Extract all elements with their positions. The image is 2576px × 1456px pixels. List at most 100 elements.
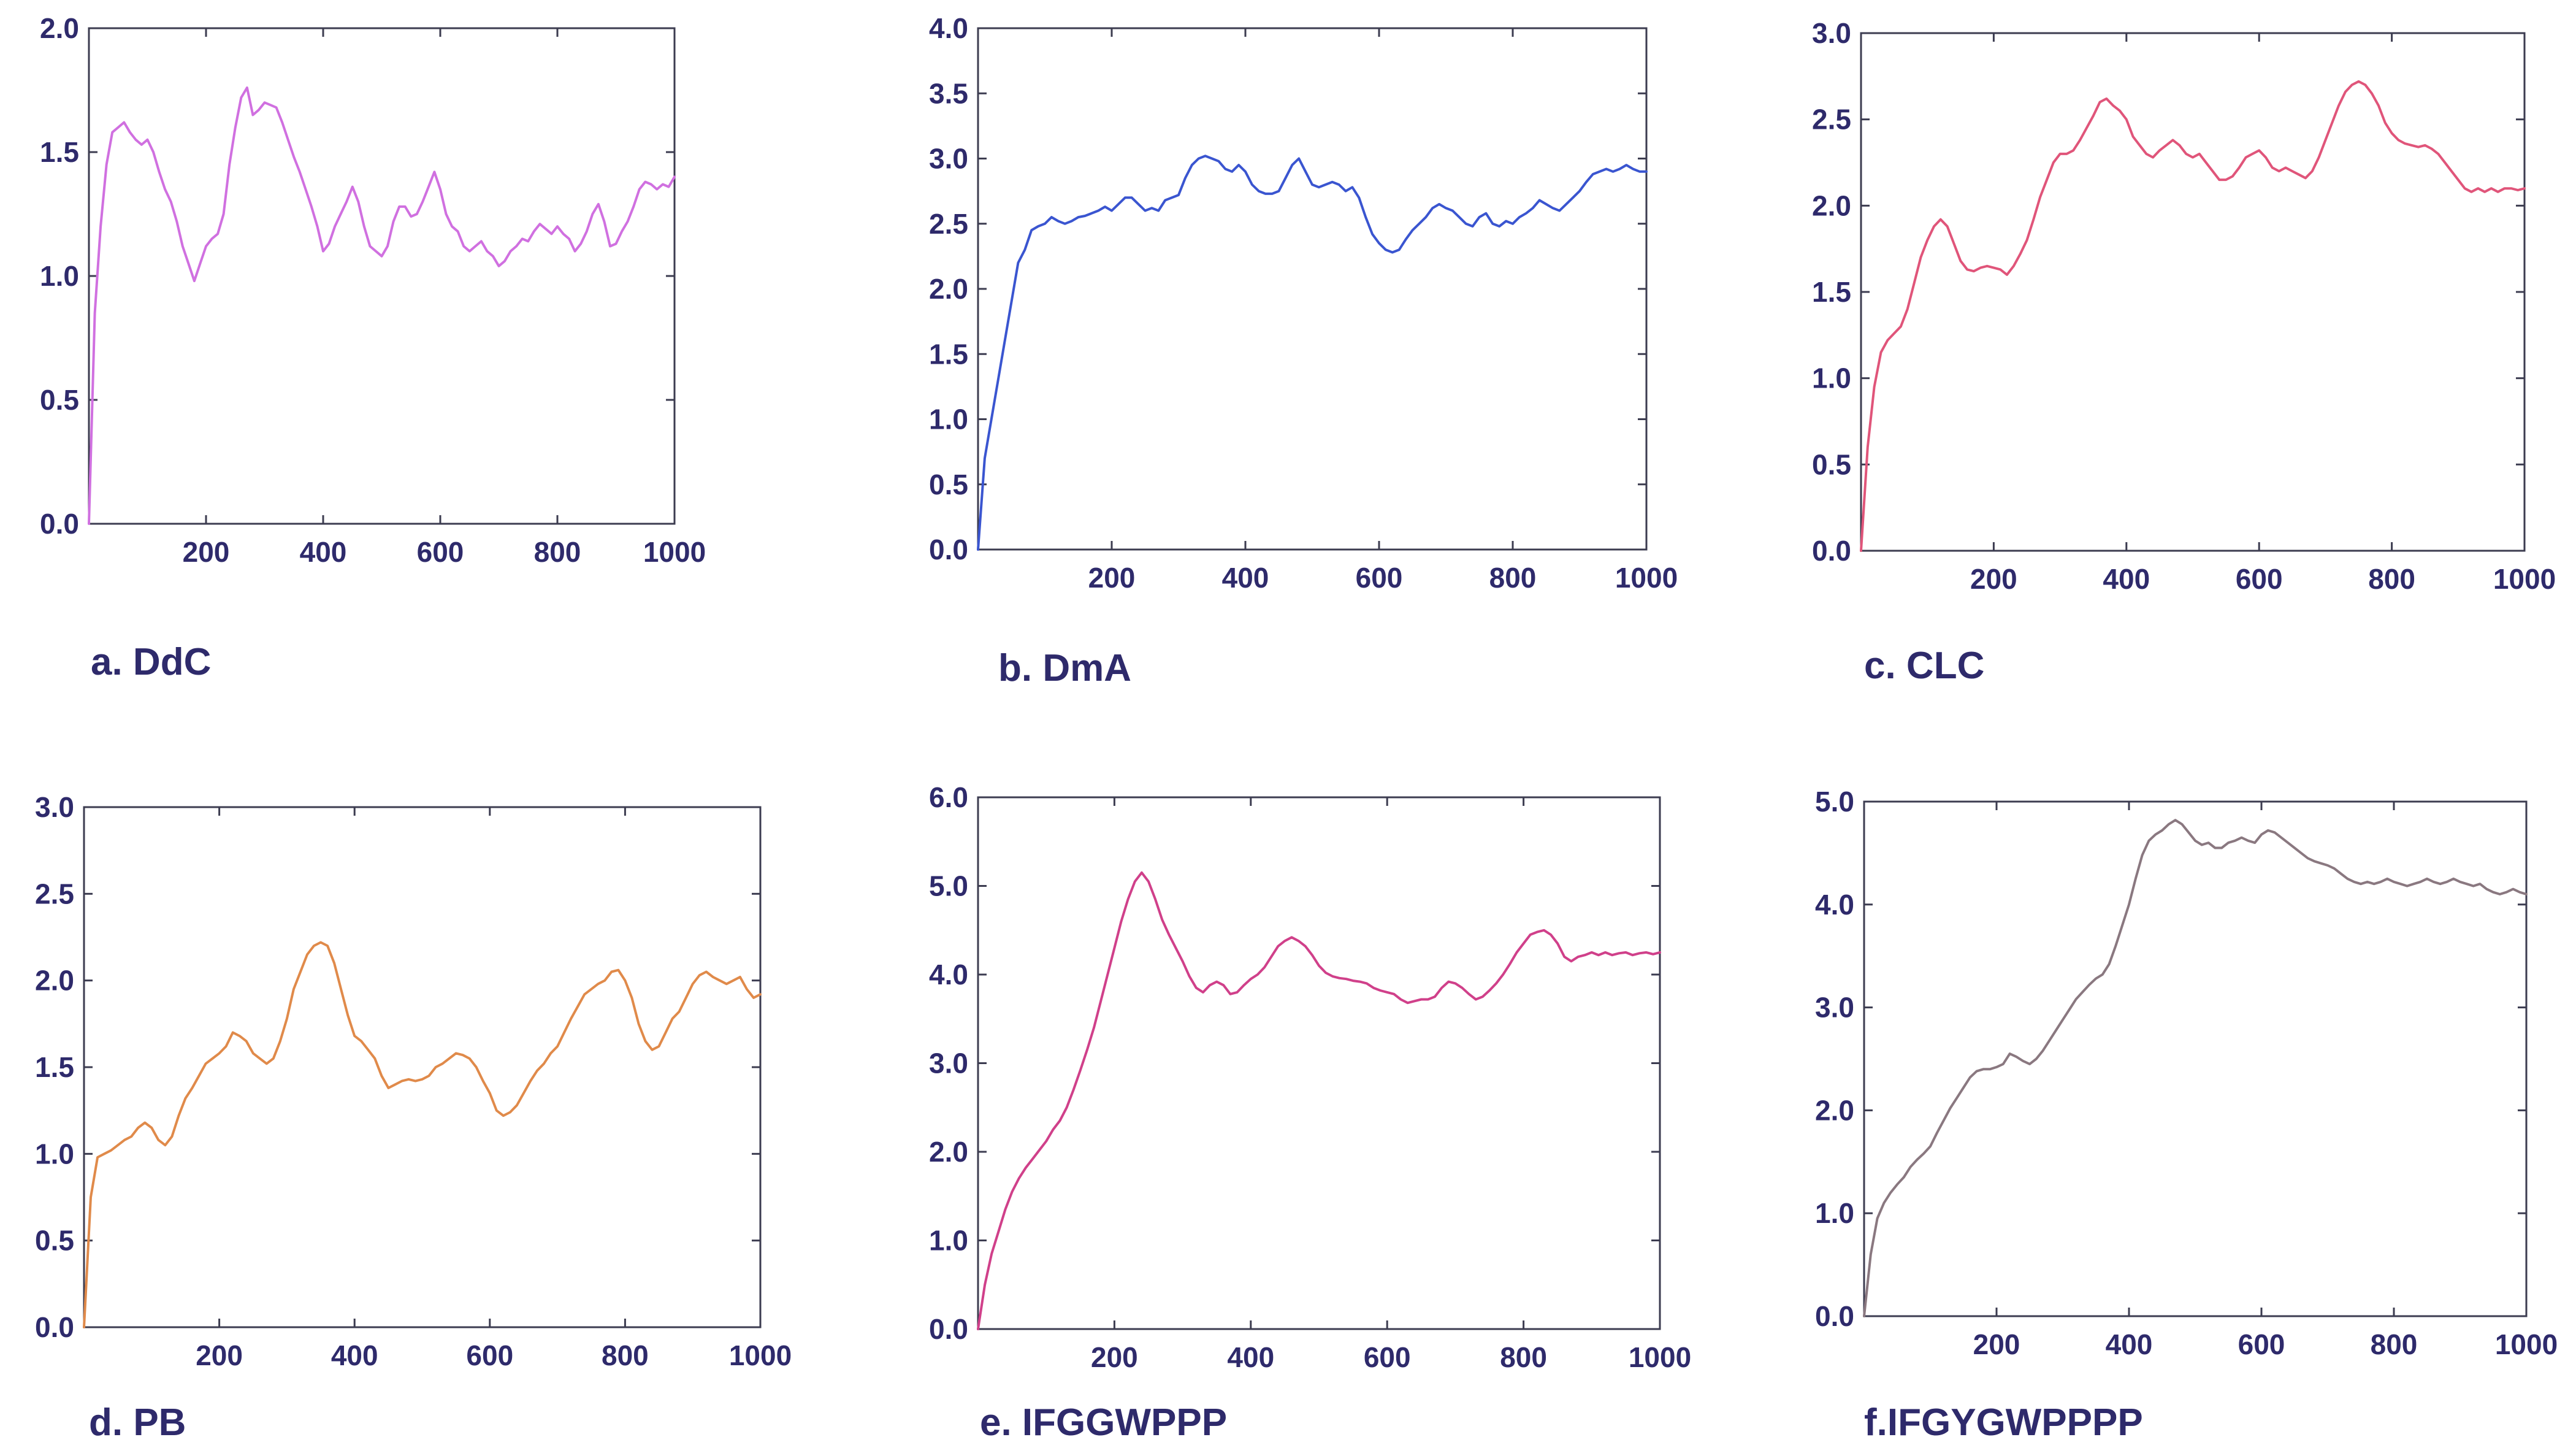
chart-d-svg: 0.0 0.5 1.0 1.5 2.0 2.5 3.0 200 400 600 800 1000	[35, 791, 792, 1371]
plot-frame	[88, 27, 676, 525]
y-tick-label: 2.0	[40, 12, 79, 44]
x-tick-label: 800	[1500, 1341, 1547, 1373]
y-tick-label: 0.0	[1815, 1300, 1854, 1332]
x-tick-label: 600	[1364, 1341, 1411, 1373]
x-tick-label: 600	[1356, 562, 1403, 594]
x-tick-label: 800	[602, 1339, 649, 1371]
chart-b-svg: 0.0 0.5 1.0 1.5 2.0 2.5 3.0 3.5 4.0 200 400 600 800 1…	[929, 12, 1678, 594]
y-tick-label: 4.0	[1815, 889, 1854, 921]
chart-panel-d: 0.0 0.5 1.0 1.5 2.0 2.5 3.0 200 400 600 800 1000 d.…	[0, 0, 858, 1456]
y-tick-label: 3.0	[35, 791, 74, 823]
plot-frame	[977, 27, 1648, 551]
y-tick-label: 4.0	[929, 12, 968, 44]
x-tick-label: 1000	[2495, 1328, 2558, 1360]
y-tick-label: 1.5	[1812, 276, 1851, 308]
y-tick-label: 1.5	[35, 1051, 74, 1083]
series-line	[83, 941, 762, 1328]
y-tick-label: 5.0	[1815, 786, 1854, 818]
y-tick-label: 1.5	[40, 136, 79, 168]
chart-caption: d. PB	[89, 1401, 186, 1444]
y-tick-label: 2.0	[1815, 1094, 1854, 1126]
x-tick-label: 800	[1489, 562, 1537, 594]
chart-caption: f.IFGYGWPPPP	[1864, 1401, 2143, 1444]
y-tick-label: 3.0	[929, 143, 968, 175]
chart-panel-b: 0.0 0.5 1.0 1.5 2.0 2.5 3.0 3.5 4.0 200 400 600 800 1…	[0, 0, 1717, 724]
x-tick-label: 800	[534, 536, 581, 568]
x-tick-label: 600	[2236, 563, 2283, 595]
x-tick-label: 200	[1091, 1341, 1138, 1373]
y-tick-label: 1.0	[1815, 1197, 1854, 1229]
y-tick-label: 2.0	[1812, 190, 1851, 221]
y-tick-label: 0.0	[1812, 535, 1851, 567]
series-line	[1860, 80, 2526, 552]
y-tick-label: 1.5	[929, 338, 968, 370]
y-tick-label: 3.0	[1815, 992, 1854, 1024]
x-tick-label: 800	[2371, 1328, 2418, 1360]
y-tick-label: 1.0	[1812, 362, 1851, 394]
x-tick-label: 200	[1970, 563, 2017, 595]
y-tick-label: 6.0	[929, 781, 968, 813]
plot-frame	[83, 806, 762, 1328]
y-tick-label: 2.5	[35, 878, 74, 910]
x-tick-label: 1000	[729, 1339, 792, 1371]
series-line	[88, 86, 676, 525]
chart-e-svg: 0.0 1.0 2.0 3.0 4.0 5.0 6.0 200 400 600 800 1000	[929, 781, 1691, 1373]
series-line	[977, 155, 1648, 551]
x-tick-label: 1000	[1615, 562, 1678, 594]
y-tick-label: 0.5	[929, 469, 968, 500]
x-tick-label: 600	[417, 536, 464, 568]
y-tick-label: 0.0	[40, 508, 79, 540]
y-tick-label: 0.0	[35, 1311, 74, 1343]
y-tick-label: 2.0	[35, 965, 74, 997]
chart-panel-a: 0.0 0.5 1.0 1.5 2.0 200 400 600 800 1000 a. DdC	[0, 0, 858, 724]
y-tick-label: 3.0	[929, 1048, 968, 1079]
x-tick-label: 200	[1973, 1328, 2020, 1360]
series-line	[1863, 819, 2528, 1317]
x-tick-label: 400	[2103, 563, 2150, 595]
x-tick-label: 400	[1222, 562, 1269, 594]
x-tick-label: 200	[196, 1339, 243, 1371]
x-tick-label: 400	[300, 536, 347, 568]
x-tick-label: 400	[1227, 1341, 1274, 1373]
y-tick-label: 2.5	[929, 208, 968, 240]
plot-frame	[1860, 32, 2526, 552]
y-tick-label: 1.0	[929, 1225, 968, 1257]
chart-caption: a. DdC	[91, 641, 212, 683]
y-tick-label: 3.5	[929, 77, 968, 109]
y-tick-label: 0.5	[40, 384, 79, 416]
x-tick-label: 1000	[1629, 1341, 1691, 1373]
y-tick-label: 2.0	[929, 1136, 968, 1168]
chart-a-svg: 0.0 0.5 1.0 1.5 2.0 200 400 600 800 1000	[40, 12, 706, 568]
x-tick-label: 600	[2238, 1328, 2285, 1360]
chart-panel-c: 0.0 0.5 1.0 1.5 2.0 2.5 3.0 200 400 600 800 1000 c.…	[0, 0, 2576, 724]
chart-panel-e: 0.0 1.0 2.0 3.0 4.0 5.0 6.0 200 400 600 800 1000 e.…	[929, 781, 1691, 1444]
y-tick-label: 2.0	[929, 273, 968, 305]
chart-f-svg: 0.0 1.0 2.0 3.0 4.0 5.0 200 400 600 800 1000	[1815, 786, 2558, 1360]
y-tick-label: 5.0	[929, 870, 968, 902]
x-tick-label: 800	[2368, 563, 2415, 595]
x-tick-label: 400	[331, 1339, 378, 1371]
chart-caption: c. CLC	[1864, 645, 1985, 687]
y-tick-label: 1.0	[35, 1138, 74, 1170]
x-tick-label: 200	[1088, 562, 1136, 594]
x-tick-label: 600	[466, 1339, 513, 1371]
x-tick-label: 200	[183, 536, 230, 568]
y-tick-label: 0.5	[35, 1225, 74, 1257]
y-tick-label: 2.5	[1812, 104, 1851, 136]
series-line	[977, 871, 1661, 1330]
chart-caption: e. IFGGWPPP	[980, 1401, 1228, 1444]
plot-frame	[1863, 800, 2528, 1317]
y-tick-label: 3.0	[1812, 17, 1851, 49]
y-tick-label: 1.0	[40, 260, 79, 292]
plot-frame	[977, 796, 1661, 1330]
y-tick-label: 0.5	[1812, 448, 1851, 480]
x-tick-label: 1000	[643, 536, 706, 568]
y-tick-label: 1.0	[929, 404, 968, 435]
chart-c-svg: 0.0 0.5 1.0 1.5 2.0 2.5 3.0 200 400 600 800 1000	[1812, 17, 2556, 595]
y-tick-label: 4.0	[929, 959, 968, 990]
x-tick-label: 400	[2106, 1328, 2153, 1360]
y-tick-label: 0.0	[929, 534, 968, 565]
chart-caption: b. DmA	[998, 647, 1131, 689]
x-tick-label: 1000	[2493, 563, 2556, 595]
